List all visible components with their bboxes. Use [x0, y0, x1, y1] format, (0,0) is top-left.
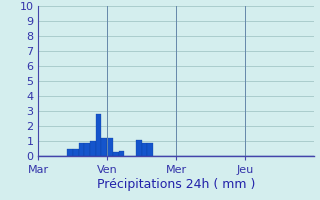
Bar: [107, 138, 113, 156]
X-axis label: Précipitations 24h ( mm ): Précipitations 24h ( mm ): [97, 178, 255, 191]
Bar: [136, 140, 142, 156]
Bar: [67, 148, 73, 156]
Bar: [142, 142, 147, 156]
Bar: [147, 142, 153, 156]
Bar: [78, 142, 84, 156]
Bar: [73, 148, 78, 156]
Bar: [90, 141, 96, 156]
Bar: [84, 142, 90, 156]
Bar: [101, 138, 107, 156]
Bar: [96, 114, 101, 156]
Bar: [113, 152, 119, 156]
Bar: [119, 151, 124, 156]
